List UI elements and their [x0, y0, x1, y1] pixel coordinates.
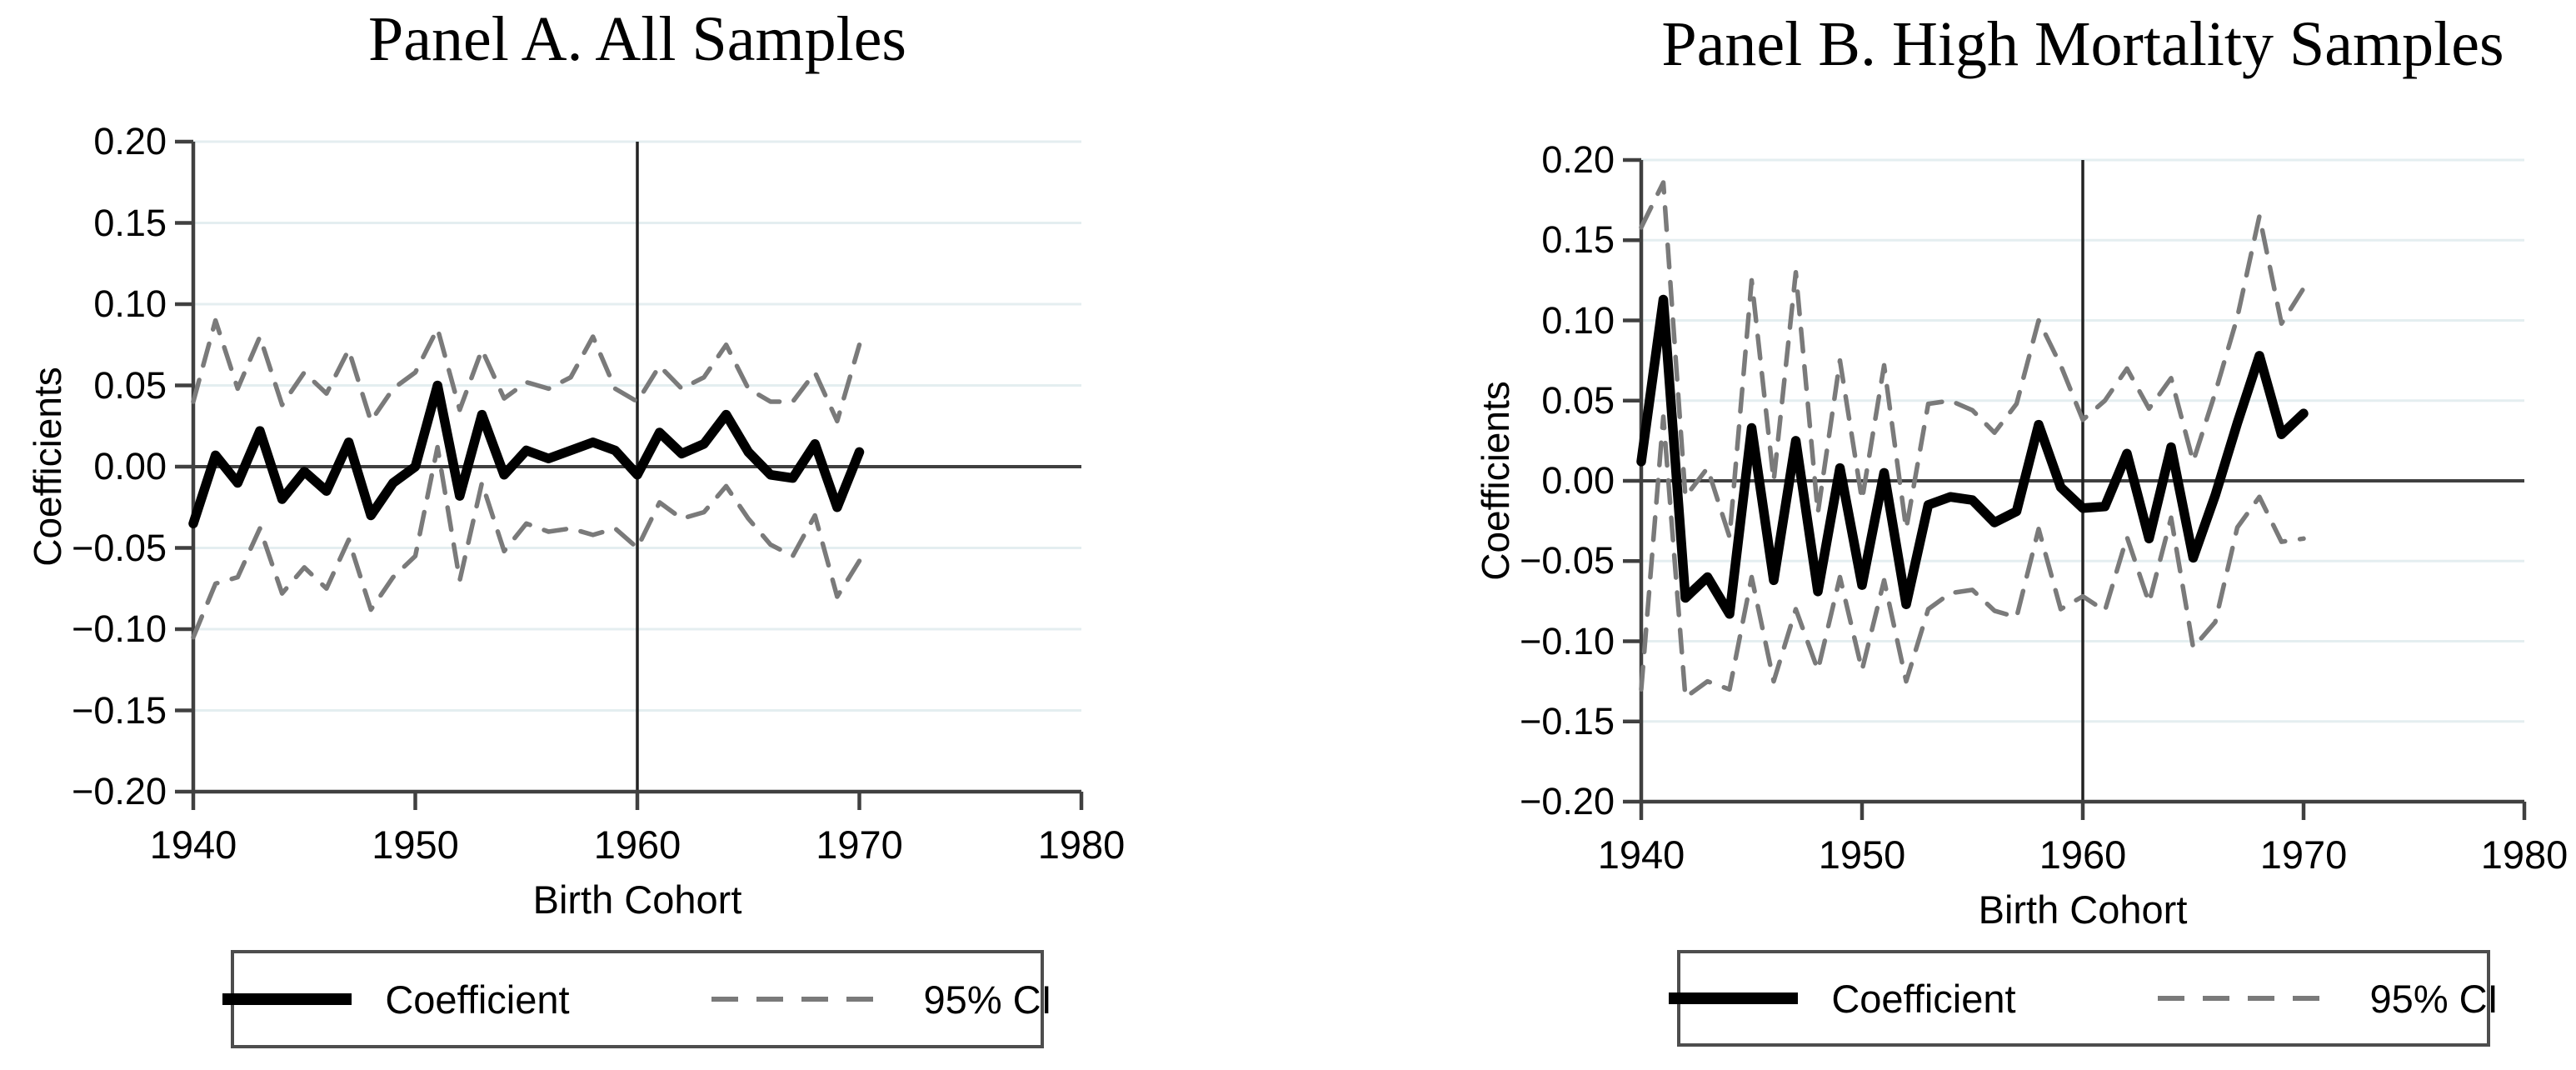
panel-a-y-tick-label: −0.15: [72, 688, 167, 732]
panel-a-y-axis-title: Coefficients: [26, 367, 69, 567]
panel-b-ci-lower-line: [1639, 414, 2306, 700]
panel-a-title: Panel A. All Samples: [368, 4, 906, 74]
panel-a-x-tick-label: 1940: [149, 822, 237, 867]
panel-a-y-tick-label: −0.20: [72, 770, 167, 812]
coefficient-legend-label: Coefficient: [385, 977, 570, 1022]
panel-a-y-tick-label: 0.05: [93, 363, 167, 407]
panel-a-ci-lower-line: [191, 444, 862, 640]
panel-b-y-tick-label: −0.10: [1520, 619, 1615, 662]
panel-a-x-tick-label: 1950: [372, 822, 459, 867]
panel-a-y-tick-label: 0.10: [93, 282, 167, 325]
panel-b-x-tick-label: 1970: [2259, 832, 2348, 877]
panel-a-y-tick-label: 0.20: [93, 120, 167, 162]
panel-b-title: Panel B. High Mortality Samples: [1661, 9, 2504, 79]
panel-a-y-tick-label: −0.10: [72, 608, 167, 650]
panel-a-x-axis-title: Birth Cohort: [532, 878, 742, 922]
panel-b-ci-upper-line: [1639, 180, 2306, 540]
panel-b-x-tick-label: 1940: [1597, 832, 1685, 877]
panel-a-ci-upper-line: [191, 318, 862, 424]
panel-b-x-tick-label: 1980: [2480, 832, 2569, 877]
ci-line-swatch: [2157, 996, 2337, 1001]
panel-a-x-tick-label: 1960: [593, 822, 681, 867]
coefficient-line-swatch: [1669, 992, 1799, 1004]
panel-b-y-tick-label: −0.20: [1520, 780, 1615, 822]
panel-a-y-tick-label: −0.05: [72, 526, 167, 569]
panel-a-x-tick-label: 1970: [816, 822, 903, 867]
panel-b-y-tick-label: 0.00: [1541, 459, 1615, 502]
ci-legend-label: 95% CI: [923, 977, 1052, 1022]
panel-b-y-tick-label: 0.05: [1541, 378, 1615, 422]
panel-b-coefficient-line: [1636, 294, 2309, 619]
panel-b-y-tick-label: −0.05: [1520, 539, 1615, 582]
panel-a-y-tick-label: 0.15: [93, 201, 167, 244]
panel-b-y-tick-label: −0.15: [1520, 699, 1615, 742]
panel-a-y-tick-label: 0.00: [93, 445, 167, 488]
coefficient-legend-label: Coefficient: [1831, 976, 2016, 1021]
ci-legend-label: 95% CI: [2369, 976, 2499, 1021]
panel-b-legend: Coefficient 95% CI: [1669, 950, 2499, 1047]
panel-a-legend: Coefficient 95% CI: [222, 950, 1052, 1048]
coefficient-line-swatch: [222, 993, 352, 1005]
panel-b-y-tick-label: 0.10: [1541, 298, 1615, 342]
ci-line-swatch: [711, 997, 891, 1002]
panel-b-x-axis-title: Birth Cohort: [1978, 888, 2188, 932]
panel-b-y-axis-title: Coefficients: [1474, 381, 1517, 581]
panel-b-y-tick-label: 0.15: [1541, 218, 1615, 262]
panel-b-x-tick-label: 1950: [1818, 832, 1906, 877]
panel-a-x-tick-label: 1980: [1037, 822, 1126, 867]
panel-b-x-tick-label: 1960: [2039, 832, 2127, 877]
panel-a-coefficient-line: [188, 380, 865, 528]
panel-b-y-tick-label: 0.20: [1541, 138, 1615, 181]
